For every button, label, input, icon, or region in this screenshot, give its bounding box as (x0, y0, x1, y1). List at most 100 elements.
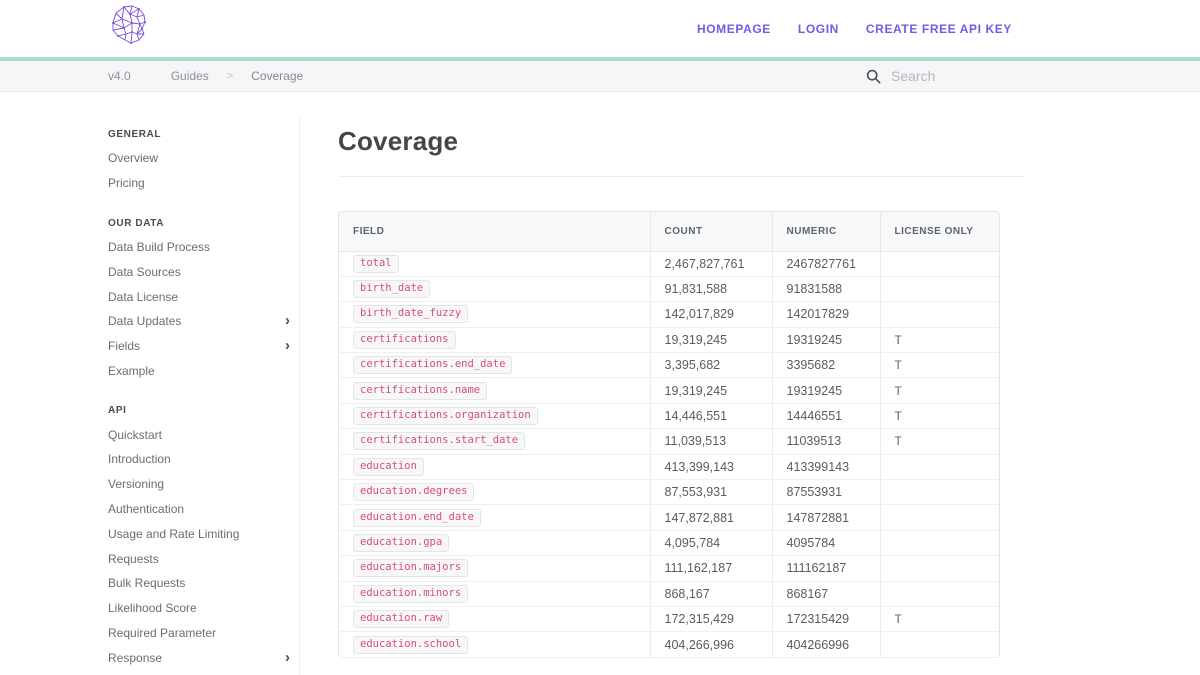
sidebar-nav: GENERAL Overview › Pricing › OUR DATA Da… (0, 92, 300, 675)
field-code-pill: education.end_date (353, 508, 481, 527)
table-row: education.gpa 4,095,784 4095784 (339, 529, 999, 556)
license-only-cell: T (879, 352, 999, 378)
version-selector[interactable]: v4.0 (108, 69, 131, 83)
license-only-cell (879, 529, 999, 556)
field-cell: certifications.name (339, 377, 650, 404)
sidebar-section: GENERAL Overview › Pricing › (108, 122, 300, 196)
count-cell: 3,395,682 (649, 352, 772, 378)
column-header-count: COUNT (649, 212, 772, 252)
sidebar-item[interactable]: Requests › (108, 546, 290, 571)
field-code-pill: certifications.start_date (353, 432, 526, 451)
license-only-cell (879, 504, 999, 531)
sidebar-section-header: API (108, 405, 127, 417)
sidebar-item[interactable]: Authentication › (108, 497, 290, 522)
license-only-cell (879, 479, 999, 505)
field-cell: certifications.organization (339, 402, 650, 429)
table-row: education.minors 868,167 868167 (339, 580, 999, 607)
license-only-cell (879, 580, 999, 607)
field-cell: education.end_date (339, 504, 650, 531)
nav-homepage-link[interactable]: HOMEPAGE (696, 21, 771, 36)
nav-login-link[interactable]: LOGIN (797, 21, 839, 36)
count-cell: 4,095,784 (649, 529, 772, 556)
sidebar-item[interactable]: Quickstart › (108, 422, 290, 447)
sidebar-item[interactable]: Errors › (108, 670, 290, 675)
chevron-right-icon: › (285, 337, 290, 355)
count-cell: 19,319,245 (649, 326, 772, 353)
table-row: education.school 404,266,996 404266996 (339, 631, 999, 658)
breadcrumb-guides[interactable]: Guides (170, 69, 209, 83)
license-only-cell: T (879, 402, 999, 429)
sidebar-item-label: Example (108, 363, 155, 378)
count-cell: 19,319,245 (649, 377, 772, 404)
search-input[interactable] (891, 68, 1111, 84)
table-row: certifications 19,319,245 19319245 T (339, 326, 999, 353)
numeric-cell: 91831588 (771, 275, 880, 302)
field-code-pill: birth_date_fuzzy (353, 305, 469, 324)
sidebar-item[interactable]: Usage and Rate Limiting › (108, 521, 290, 546)
table-row: total 2,467,827,761 2467827761 (339, 251, 999, 277)
field-cell: education.school (339, 631, 650, 658)
license-only-cell (879, 555, 999, 582)
sidebar-item[interactable]: Overview › (108, 146, 290, 171)
field-code-pill: certifications.name (353, 381, 488, 400)
sidebar-item[interactable]: Versioning › (108, 472, 290, 497)
table-row: certifications.organization 14,446,551 1… (339, 402, 999, 429)
license-only-cell: T (879, 605, 999, 632)
search-icon (866, 69, 881, 84)
sidebar-item[interactable]: Example › (108, 358, 290, 383)
sidebar-item[interactable]: Likelihood Score › (108, 596, 290, 621)
numeric-cell: 87553931 (771, 479, 880, 505)
license-only-cell (879, 251, 999, 277)
main-content: Coverage FIELD COUNT NUMERIC LICENSE ONL… (300, 92, 1200, 674)
table-row: birth_date 91,831,588 91831588 (339, 275, 999, 302)
numeric-cell: 14446551 (771, 402, 880, 429)
breadcrumb-separator-icon: > (226, 70, 234, 82)
field-cell: certifications.end_date (339, 352, 650, 378)
column-header-numeric: NUMERIC (771, 212, 880, 252)
page-title: Coverage (338, 126, 459, 156)
sidebar-item-label: Overview (108, 151, 159, 166)
sidebar-item-label: Quickstart (108, 427, 163, 442)
count-cell: 413,399,143 (649, 453, 772, 480)
sidebar-item[interactable]: Pricing › (108, 171, 290, 196)
field-code-pill: education.minors (353, 584, 469, 603)
count-cell: 404,266,996 (649, 631, 772, 658)
field-cell: education.raw (339, 605, 650, 632)
top-navigation: HOMEPAGE LOGIN CREATE FREE API KEY (697, 0, 1012, 57)
field-code-pill: certifications.organization (353, 407, 538, 426)
sidebar-item[interactable]: Data Updates › (108, 309, 290, 334)
license-only-cell (879, 631, 999, 658)
field-code-pill: education.majors (353, 559, 469, 578)
numeric-cell: 868167 (771, 580, 880, 607)
column-header-license-only: LICENSE ONLY (879, 212, 999, 252)
numeric-cell: 2467827761 (771, 251, 880, 277)
field-code-pill: education.school (353, 635, 469, 654)
sidebar-item[interactable]: Response › (108, 645, 290, 670)
sidebar-item[interactable]: Required Parameter › (108, 621, 290, 646)
sidebar-item[interactable]: Data License › (108, 284, 290, 309)
sidebar-section: OUR DATA Data Build Process › Data Sourc… (108, 211, 300, 384)
field-cell: education.gpa (339, 529, 650, 556)
nav-create-api-key-link[interactable]: CREATE FREE API KEY (865, 21, 1012, 36)
content-area: GENERAL Overview › Pricing › OUR DATA Da… (0, 92, 1200, 675)
sidebar-item-label: Likelihood Score (108, 601, 197, 616)
field-code-pill: total (353, 254, 399, 273)
sidebar-item[interactable]: Data Sources › (108, 259, 290, 284)
brain-logo-icon[interactable] (104, 3, 148, 49)
breadcrumb-current: Coverage (251, 69, 304, 83)
license-only-cell: T (879, 428, 999, 455)
sidebar-item[interactable]: Bulk Requests › (108, 571, 290, 596)
field-code-pill: birth_date (353, 280, 431, 299)
sidebar-item[interactable]: Introduction › (108, 447, 290, 472)
sidebar-item-label: Response (108, 650, 163, 665)
sidebar-item[interactable]: Fields › (108, 334, 290, 359)
numeric-cell: 404266996 (771, 631, 880, 658)
sidebar-item-label: Data License (108, 289, 179, 304)
sidebar-item-label: Data Sources (108, 264, 181, 279)
sidebar-item-label: Data Updates (108, 314, 182, 329)
count-cell: 14,446,551 (649, 402, 772, 429)
numeric-cell: 3395682 (771, 352, 880, 378)
field-code-pill: certifications.end_date (353, 356, 513, 375)
sidebar-item[interactable]: Data Build Process › (108, 235, 290, 260)
license-only-cell: T (879, 377, 999, 404)
